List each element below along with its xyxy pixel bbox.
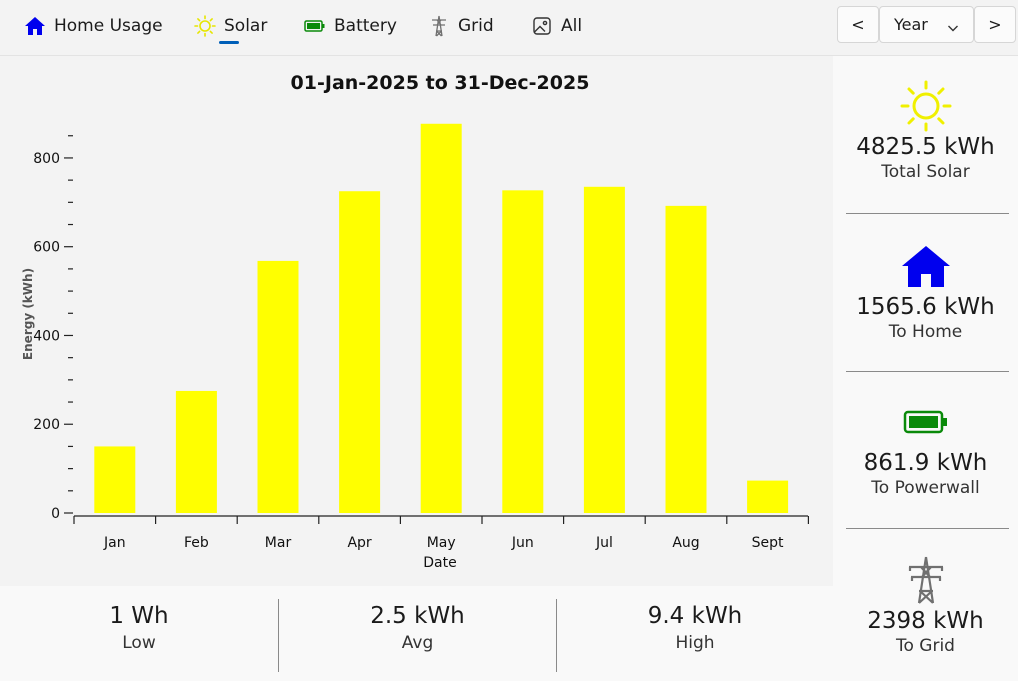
summary-value: 2398 kWh	[867, 608, 984, 634]
stat-value: 1 Wh	[109, 603, 169, 629]
period-select-value: Year	[894, 15, 928, 34]
divider	[846, 371, 1009, 372]
tab-label: Grid	[458, 16, 494, 36]
stat-label: Avg	[401, 633, 434, 653]
stat-avg: 2.5 kWh Avg	[279, 586, 556, 681]
summary-to-powerwall: 861.9 kWh To Powerwall	[833, 394, 1018, 498]
summary-value: 4825.5 kWh	[856, 134, 995, 160]
bar-may[interactable]	[420, 123, 462, 514]
bar-aug[interactable]	[665, 205, 707, 513]
y-tick-label: 600	[33, 240, 60, 256]
chevron-down-icon	[947, 18, 959, 37]
top-bar: Home Usage Solar Battery	[0, 0, 1018, 56]
x-tick-label: Aug	[672, 535, 699, 551]
next-period-button[interactable]: >	[974, 6, 1016, 43]
tab-battery[interactable]: Battery	[304, 0, 397, 52]
summary-label: To Powerwall	[871, 478, 980, 498]
y-axis-label: Energy (kWh)	[21, 268, 35, 360]
tab-label: Solar	[224, 16, 268, 36]
bar-apr[interactable]	[339, 191, 381, 513]
next-label: >	[988, 15, 1002, 34]
stat-low: 1 Wh Low	[0, 586, 278, 681]
summary-to-home: 1565.6 kWh To Home	[833, 238, 1018, 342]
image-icon	[531, 15, 553, 37]
battery-icon	[833, 394, 1018, 450]
home-icon	[833, 238, 1018, 294]
summary-value: 861.9 kWh	[863, 450, 988, 476]
y-tick-label: 800	[33, 151, 60, 167]
summary-total-solar: 4825.5 kWh Total Solar	[833, 78, 1018, 182]
y-tick-label: 400	[33, 328, 60, 344]
tab-grid[interactable]: Grid	[428, 0, 494, 52]
power-pylon-icon	[833, 552, 1018, 608]
stats-bar: 1 Wh Low 2.5 kWh Avg 9.4 kWh High	[0, 586, 833, 681]
stat-value: 9.4 kWh	[647, 603, 743, 629]
chart-panel: 01-Jan-2025 to 31-Dec-2025 Energy (kWh) …	[0, 56, 833, 586]
tab-home-usage[interactable]: Home Usage	[24, 0, 163, 52]
divider	[846, 213, 1009, 214]
previous-period-button[interactable]: <	[837, 6, 879, 43]
stat-label: High	[675, 633, 715, 653]
summary-panel: 4825.5 kWh Total Solar 1565.6 kWh To Hom…	[833, 56, 1018, 681]
previous-label: <	[851, 15, 865, 34]
bar-jan[interactable]	[94, 446, 136, 513]
x-tick-label: Sept	[752, 535, 784, 551]
power-pylon-icon	[428, 15, 450, 37]
x-axis-label: Date	[423, 555, 456, 571]
selected-tab-indicator	[219, 41, 239, 44]
tab-label: All	[561, 16, 583, 36]
battery-icon	[304, 15, 326, 37]
tab-label: Battery	[334, 16, 397, 36]
divider	[846, 528, 1009, 529]
x-tick-label: May	[427, 535, 456, 551]
bar-jul[interactable]	[583, 186, 625, 514]
bars	[94, 123, 789, 514]
summary-value: 1565.6 kWh	[856, 294, 995, 320]
bar-jun[interactable]	[502, 190, 544, 513]
sun-icon	[194, 15, 216, 37]
summary-label: To Home	[888, 322, 963, 342]
home-icon	[24, 15, 46, 37]
x-tick-label: Jan	[103, 535, 126, 551]
x-tick-label: Apr	[347, 535, 371, 551]
tab-solar[interactable]: Solar	[194, 0, 267, 52]
stat-high: 9.4 kWh High	[557, 586, 833, 681]
x-tick-label: Mar	[265, 535, 292, 551]
summary-label: To Grid	[896, 636, 955, 656]
bar-mar[interactable]	[257, 260, 299, 513]
x-tick-label: Jul	[595, 535, 613, 551]
period-select[interactable]: Year	[879, 6, 974, 43]
y-tick-label: 200	[33, 417, 60, 433]
bar-sept[interactable]	[747, 480, 789, 513]
bar-feb[interactable]	[175, 390, 217, 513]
sun-icon	[833, 78, 1018, 134]
x-axis: Jan Feb Mar Apr May Jun Jul Aug Sept	[73, 515, 810, 551]
stat-label: Low	[122, 633, 156, 653]
tab-all[interactable]: All	[531, 0, 582, 52]
stat-value: 2.5 kWh	[370, 603, 465, 629]
tab-label: Home Usage	[54, 16, 163, 36]
y-tick-label: 0	[51, 506, 60, 522]
divider	[278, 599, 279, 672]
x-tick-label: Feb	[184, 535, 209, 551]
x-tick-label: Jun	[511, 535, 534, 551]
y-axis: 0 200 400 600 800	[33, 135, 73, 522]
summary-to-grid: 2398 kWh To Grid	[833, 552, 1018, 656]
bar-chart: 01-Jan-2025 to 31-Dec-2025 Energy (kWh) …	[21, 72, 810, 571]
summary-label: Total Solar	[881, 162, 970, 182]
divider	[556, 599, 557, 672]
chart-title: 01-Jan-2025 to 31-Dec-2025	[291, 72, 590, 94]
